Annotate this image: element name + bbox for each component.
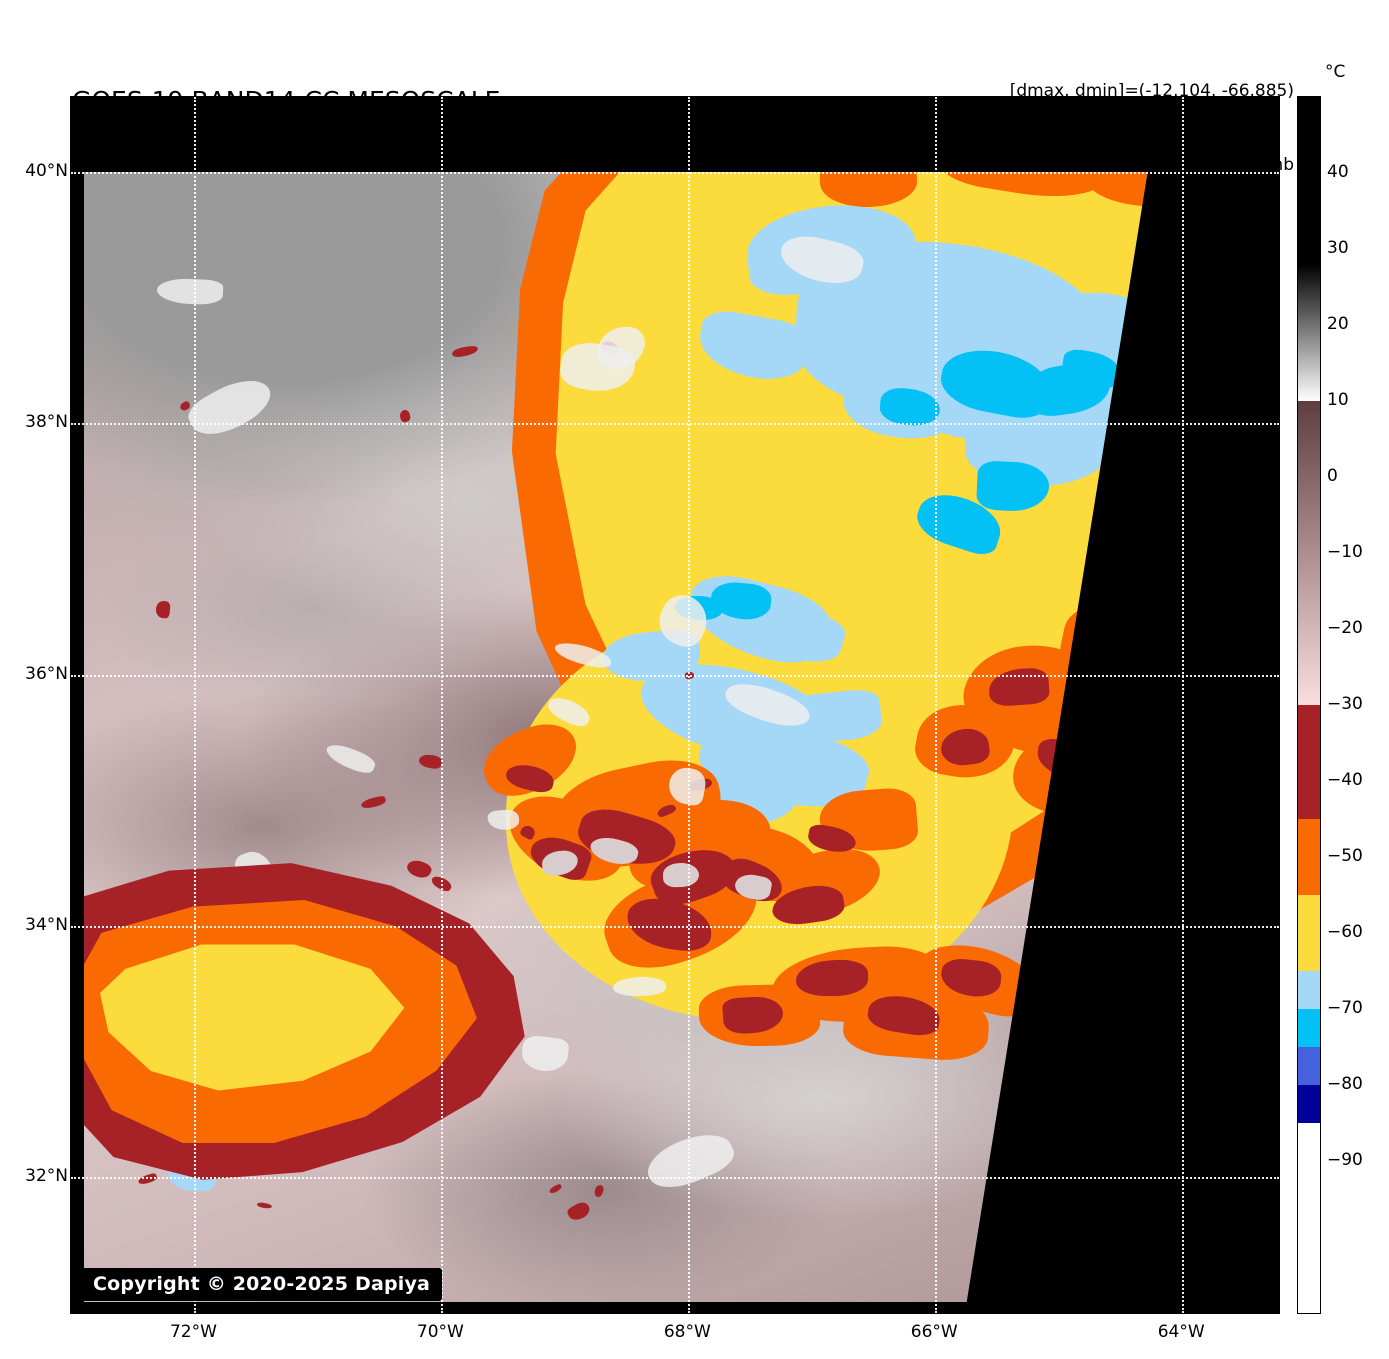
y-axis-tick-label: 34°N xyxy=(25,914,68,935)
graticule-meridian xyxy=(441,97,444,1313)
colorbar-segment-blue xyxy=(1298,1047,1320,1085)
graticule-parallel xyxy=(71,925,1279,928)
data-void-south xyxy=(71,1302,1279,1313)
colorbar-tick-label: −70 xyxy=(1327,998,1363,1018)
colorbar-segment-black xyxy=(1298,97,1320,265)
colorbar-tick-label: −60 xyxy=(1327,922,1363,942)
ir-imagery xyxy=(71,97,1279,1313)
colorbar-segment-gray-ramp xyxy=(1298,264,1320,401)
copyright-watermark: Copyright © 2020-2025 Dapiya xyxy=(81,1268,443,1301)
trailing-band-dark-red xyxy=(795,960,869,998)
y-axis-tick-label: 36°N xyxy=(25,663,68,684)
data-void-north xyxy=(71,97,1279,173)
graticule-parallel xyxy=(71,1176,1279,1179)
colorbar-segment-orange xyxy=(1298,819,1320,895)
colorbar-segment-light-blue xyxy=(1298,971,1320,1009)
graticule-meridian xyxy=(935,97,938,1313)
colorbar-segment-cyan xyxy=(1298,1009,1320,1047)
graticule-meridian xyxy=(688,97,691,1313)
graticule-parallel xyxy=(71,674,1279,677)
x-axis-tick-label: 70°W xyxy=(416,1322,464,1342)
colorbar-segment-yellow xyxy=(1298,895,1320,971)
colorbar-tick-label: 0 xyxy=(1327,466,1338,486)
graticule-meridian xyxy=(194,97,197,1313)
colorbar-tick-label: −20 xyxy=(1327,618,1363,638)
colorbar-tick-label: −30 xyxy=(1327,694,1363,714)
colorbar-segment-navy xyxy=(1298,1085,1320,1123)
y-axis-tick-label: 40°N xyxy=(25,161,68,182)
colorbar-tick-label: −90 xyxy=(1327,1150,1363,1170)
graticule-parallel xyxy=(71,423,1279,426)
isolated-cold-speck xyxy=(155,599,171,619)
colorbar-tick-label: 20 xyxy=(1327,314,1349,334)
x-axis-tick-label: 72°W xyxy=(169,1322,217,1342)
colorbar-segment-white xyxy=(1298,1123,1320,1313)
graticule-parallel xyxy=(71,172,1279,175)
colorbar-tick-label: −10 xyxy=(1327,542,1363,562)
colorbar-tick-label: 10 xyxy=(1327,390,1349,410)
y-axis-tick-label: 32°N xyxy=(25,1165,68,1186)
x-axis-tick-label: 66°W xyxy=(910,1322,958,1342)
colorbar[interactable] xyxy=(1297,96,1321,1314)
satellite-plot-area[interactable]: Copyright © 2020-2025 Dapiya xyxy=(70,96,1280,1314)
colorbar-tick-label: −50 xyxy=(1327,846,1363,866)
y-axis-tick-label: 38°N xyxy=(25,412,68,433)
colorbar-tick-label: 30 xyxy=(1327,238,1349,258)
colorbar-tick-label: 40 xyxy=(1327,162,1349,182)
colorbar-tick-label: −40 xyxy=(1327,770,1363,790)
x-axis-tick-label: 68°W xyxy=(663,1322,711,1342)
colorbar-segment-mauve-ramp xyxy=(1298,401,1320,705)
colorbar-segment-dark-red xyxy=(1298,705,1320,819)
colorbar-unit-label: °C xyxy=(1325,62,1346,82)
x-axis-tick-label: 64°W xyxy=(1157,1322,1205,1342)
data-void-west-strip xyxy=(71,97,85,1313)
graticule-meridian xyxy=(1182,97,1185,1313)
colorbar-tick-label: −80 xyxy=(1327,1074,1363,1094)
